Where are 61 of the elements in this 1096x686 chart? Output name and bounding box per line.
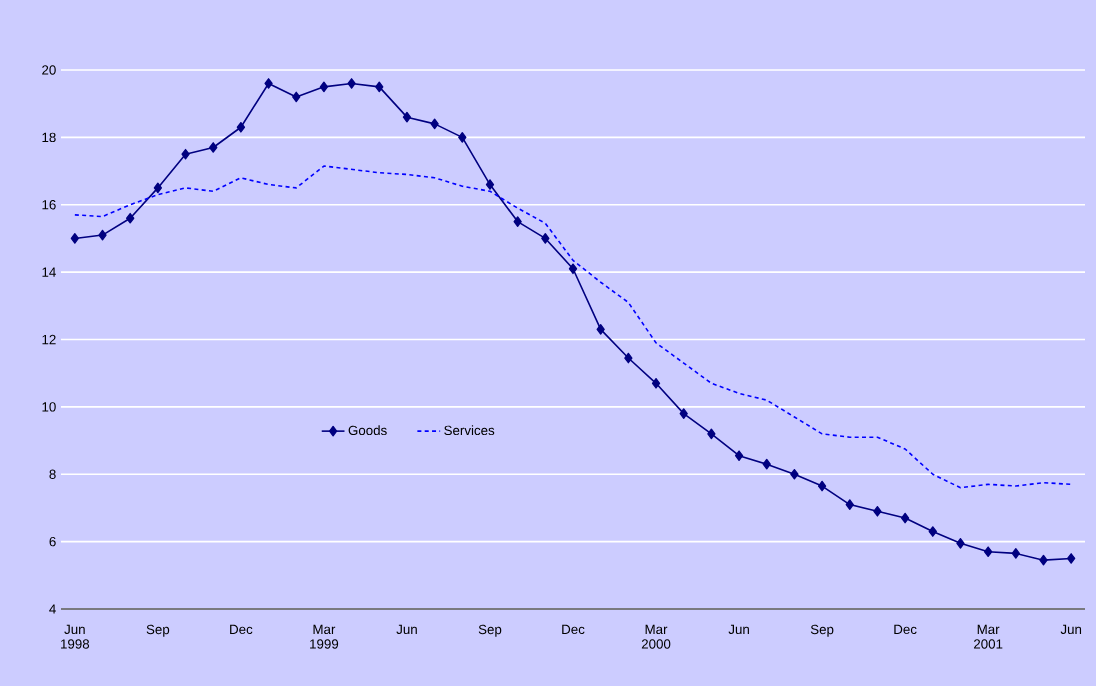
point: [817, 480, 827, 492]
point: [568, 263, 578, 275]
x-tick-label: Jun: [396, 624, 417, 635]
x-tick-label: Dec: [894, 624, 917, 635]
point: [1067, 553, 1076, 564]
x-tick-label: Jun 1998: [61, 624, 90, 649]
x-tick-label: Mar 1999: [310, 624, 339, 649]
point: [707, 428, 716, 440]
point: [458, 132, 467, 143]
point: [651, 377, 661, 389]
point: [126, 212, 135, 224]
x-tick-label: Jun: [1060, 624, 1082, 635]
point: [541, 233, 550, 244]
point: [956, 537, 965, 549]
y-tick-label: 6: [49, 536, 56, 547]
point: [1011, 548, 1020, 559]
point: [402, 111, 412, 123]
point: [264, 78, 273, 89]
point: [347, 78, 356, 89]
point: [900, 512, 910, 524]
point: [734, 450, 744, 462]
point: [292, 91, 301, 103]
x-tick-label: Sep: [810, 624, 834, 637]
point: [98, 229, 107, 241]
point: [928, 526, 937, 537]
point: [624, 352, 633, 364]
x-tick-label: Sep: [478, 624, 502, 637]
point: [596, 324, 605, 335]
point: [236, 121, 246, 133]
y-tick-label: 18: [42, 132, 56, 143]
point: [845, 499, 854, 510]
point: [1039, 554, 1048, 566]
point: [762, 458, 771, 470]
legend-label: Services: [444, 425, 495, 436]
point: [70, 233, 80, 244]
point: [319, 81, 329, 93]
x-tick-label: Mar 2000: [641, 624, 671, 649]
point: [983, 546, 993, 558]
point: [873, 505, 882, 517]
y-tick-label: 20: [42, 65, 56, 75]
point: [485, 179, 495, 190]
y-tick-label: 12: [42, 334, 56, 345]
point: [513, 216, 522, 227]
x-tick-label: Dec: [562, 624, 585, 635]
point: [679, 408, 688, 419]
point: [181, 148, 190, 160]
x-tick-label: Mar 2001: [973, 624, 1003, 649]
y-tick-label: 8: [49, 469, 56, 479]
x-tick-label: Dec: [230, 624, 253, 635]
point: [375, 81, 384, 93]
point: [430, 118, 439, 130]
y-tick-label: 10: [42, 402, 56, 412]
y-tick-label: 14: [42, 267, 56, 277]
y-tick-label: 16: [42, 200, 56, 210]
x-tick-label: Sep: [146, 624, 170, 637]
x-tick-label: Jun: [728, 624, 749, 635]
point: [153, 182, 163, 194]
point: [209, 142, 218, 153]
point: [790, 468, 799, 480]
legend-label: Goods: [348, 425, 387, 436]
y-tick-label: 4: [49, 604, 56, 614]
